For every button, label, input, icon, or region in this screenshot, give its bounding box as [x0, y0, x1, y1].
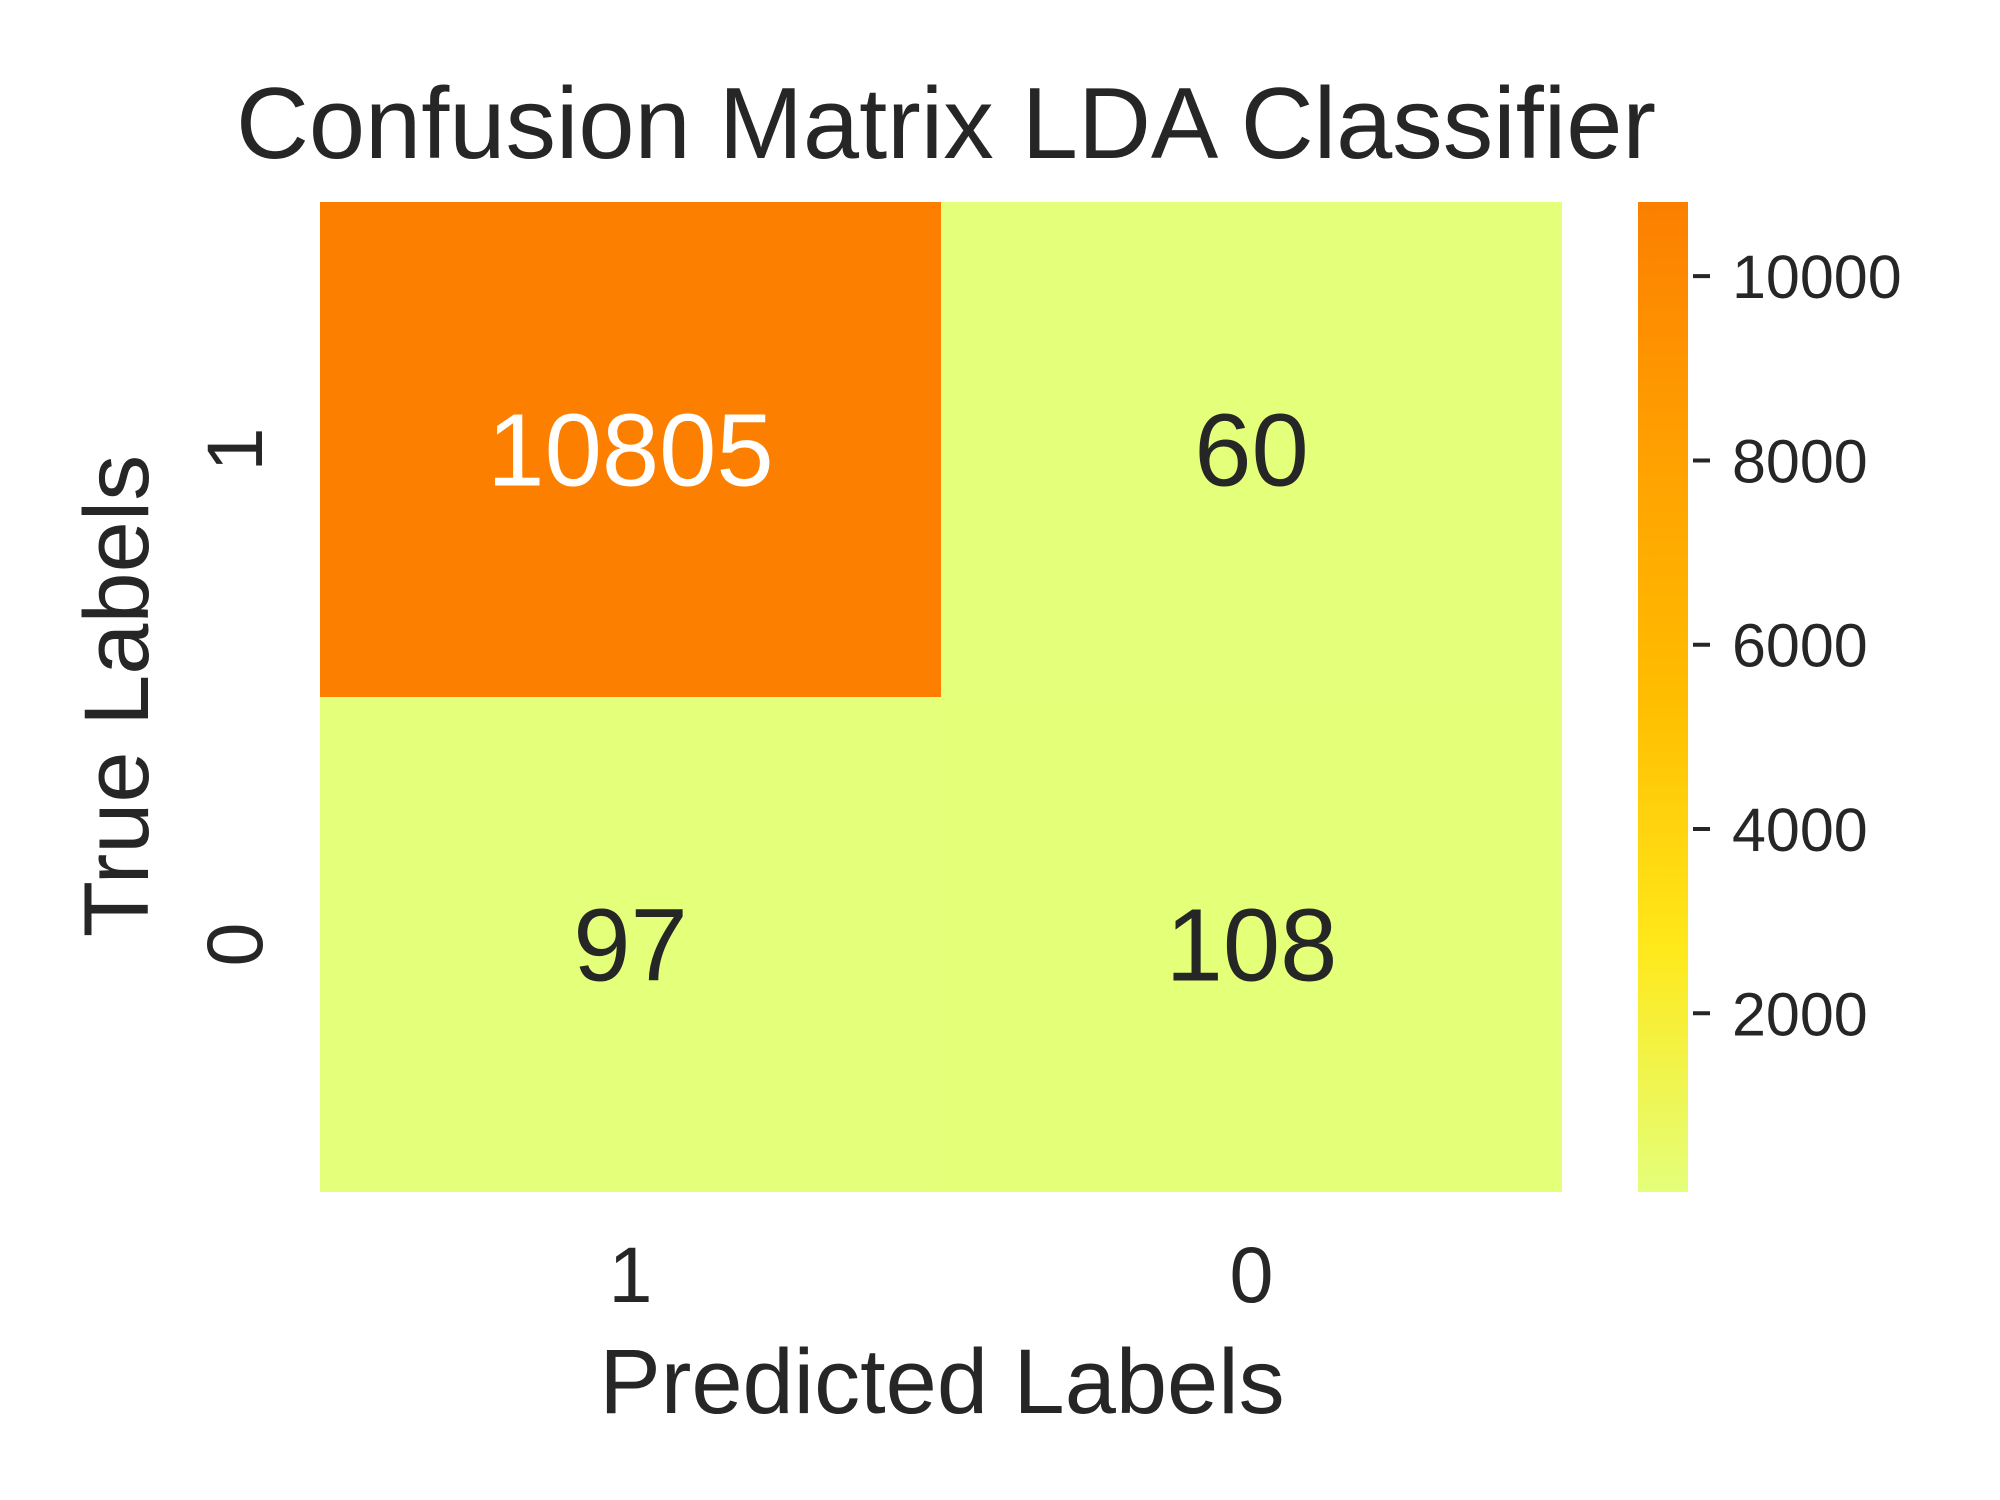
- colorbar-ticks: 2000 4000 6000 8000 10000: [1693, 243, 1902, 1048]
- y-tick-label: 1: [190, 428, 279, 472]
- heatmap-cells: 10805 60 97 108: [320, 202, 1562, 1192]
- heatmap-cell: [320, 202, 941, 697]
- y-tick-label: 0: [190, 923, 279, 967]
- chart-title: Confusion Matrix LDA Classifier: [236, 68, 1656, 180]
- colorbar-tick-label: 6000: [1732, 612, 1868, 680]
- x-tick-label: 0: [1230, 1230, 1274, 1319]
- colorbar-tick-label: 10000: [1732, 243, 1902, 311]
- heatmap-cell: [941, 202, 1562, 697]
- y-axis-label: True Labels: [66, 455, 168, 937]
- cell-value-label: 108: [1166, 888, 1338, 1003]
- x-tick-label: 1: [609, 1230, 653, 1319]
- heatmap-cell: [941, 697, 1562, 1192]
- cell-value-label: 10805: [487, 393, 773, 508]
- y-tick-labels: 10: [190, 428, 279, 967]
- colorbar-tick-label: 8000: [1732, 427, 1868, 495]
- x-axis-label: Predicted Labels: [599, 1331, 1284, 1433]
- colorbar-tick-label: 2000: [1732, 980, 1868, 1048]
- heatmap-cell: [320, 697, 941, 1192]
- colorbar-tick-label: 4000: [1732, 796, 1868, 864]
- cell-value-label: 97: [573, 888, 688, 1003]
- cell-value-label: 60: [1194, 393, 1309, 508]
- colorbar: [1638, 202, 1688, 1192]
